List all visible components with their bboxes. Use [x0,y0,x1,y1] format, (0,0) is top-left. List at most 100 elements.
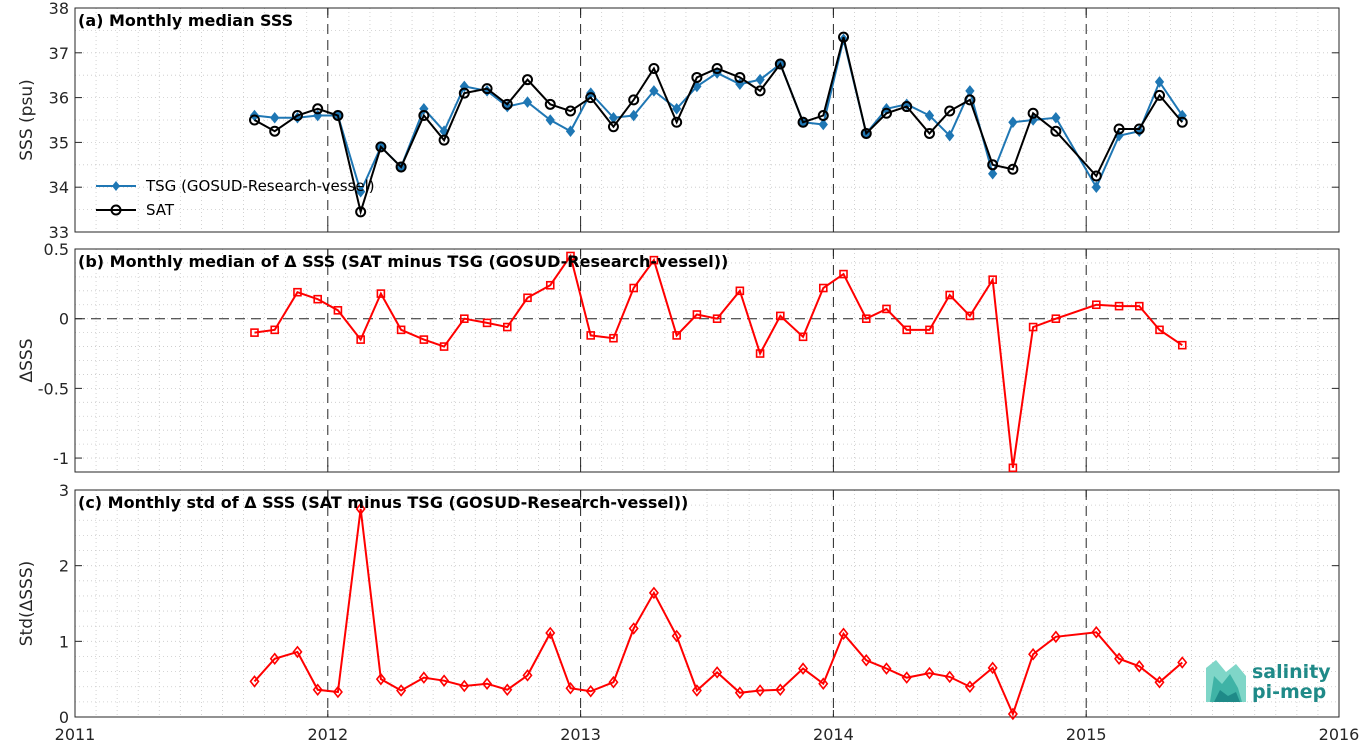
data-point [249,675,260,688]
data-point [439,342,449,351]
data-point [545,626,556,640]
data-point [545,280,555,290]
data-point [945,129,955,142]
year-gridlines [327,249,1087,472]
data-point [270,111,280,124]
logo-text-line1: salinity [1252,661,1331,683]
data-point [418,110,430,122]
data-point [395,161,407,173]
panel-a-median-sss: 33 34 35 36 37 38 SSS (psu) (a) Monthly median … [17,0,1340,242]
y-tick-label: 34 [49,178,69,197]
data-point [817,110,829,122]
y-tick-label: 36 [49,89,69,108]
data-point [439,674,450,687]
data-point [988,275,997,284]
axes-frame [74,248,1340,473]
legend: TSG (GOSUD-Research-vessel) SAT [96,177,375,219]
data-point [332,110,344,122]
legend-marker [110,204,122,216]
data-point [711,62,723,74]
data-point [839,269,848,279]
data-point [861,314,871,323]
data-point [565,681,576,695]
data-point [1134,660,1145,673]
y-tick-label: 3 [59,481,69,500]
data-point [692,310,702,319]
data-point [629,283,638,293]
data-point [987,159,999,171]
logo-mark [1206,660,1246,702]
data-point [924,109,935,122]
data-point [312,683,323,697]
y-tick-label: 0 [59,310,69,329]
data-point [292,645,303,659]
panel-c-std-delta-sss: 0 1 2 3 Std(ΔSSS) (c) Monthly std of Δ SSS (S… [17,481,1340,727]
data-point [881,662,892,675]
data-point [396,325,406,335]
data-point [649,255,659,265]
data-point [1133,123,1145,135]
data-point [1154,76,1165,88]
axes-frame [74,7,1340,233]
y-axis-label: Std(ΔSSS) [17,561,37,647]
data-point [1155,325,1164,335]
data-point [649,85,659,97]
data-point [774,58,786,70]
data-point [628,94,640,106]
data-point [712,666,723,679]
data-point [755,684,766,697]
data-point [1177,340,1187,350]
series-line [253,508,1183,717]
y-tick-label: 35 [49,133,69,152]
data-point [269,652,280,666]
data-point [712,314,722,323]
data-point [566,251,575,261]
series-delta [250,251,1187,473]
data-point [355,502,366,516]
data-point [775,683,786,697]
data-point [1114,652,1125,666]
data-point [776,311,785,321]
data-point [586,331,596,340]
data-point [882,304,891,314]
data-point [609,333,618,343]
x-tick-label: 2012 [307,725,348,744]
data-point [355,206,367,218]
x-tick-label: 2013 [560,725,601,744]
data-point [1113,123,1125,135]
data-point [925,325,934,335]
data-point [691,71,703,83]
data-point [860,127,872,139]
data-point [880,107,892,119]
x-tick-label: 2016 [1319,725,1360,744]
data-point [818,118,828,131]
data-point [861,653,872,667]
data-point [1154,89,1166,101]
data-point [481,83,493,95]
panel-title: (a) Monthly median SSS [78,11,293,30]
data-point [648,586,659,600]
data-point [838,31,850,43]
data-point [522,74,534,86]
data-point [1092,300,1101,310]
data-point [312,103,324,115]
data-point [482,677,493,690]
data-point [735,286,745,296]
y-tick-label: 0.5 [44,240,69,259]
x-tick-label: 2015 [1066,725,1107,744]
data-point [797,116,809,128]
data-point [313,294,322,304]
data-point [964,94,976,106]
data-point [356,335,365,344]
data-point [734,71,746,83]
data-point [1176,116,1188,128]
data-point [544,98,556,110]
x-tick-label: 2014 [813,725,854,744]
data-point [1007,707,1018,721]
data-point [965,311,975,321]
data-point [734,686,745,700]
data-point [564,105,576,117]
data-point [818,677,829,690]
data-point [988,167,998,180]
